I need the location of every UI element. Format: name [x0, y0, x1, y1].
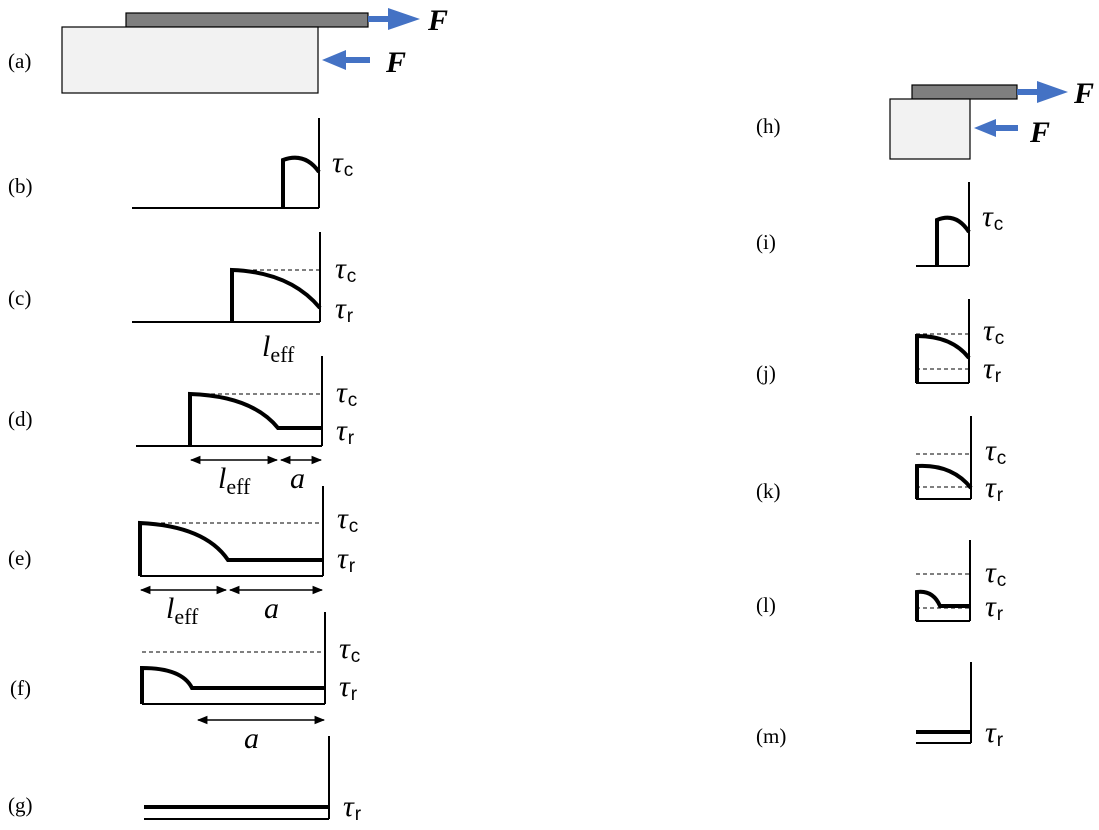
tau-c-label-f: τc: [339, 632, 360, 667]
panel-label-i: (i): [756, 230, 776, 254]
a-label-f: a: [244, 722, 259, 755]
matrix-block-h: [889, 98, 971, 160]
panel-label-f: (f): [10, 676, 31, 700]
tau-r-label-l: τr: [985, 590, 1004, 625]
shear-profile-j: [915, 333, 971, 383]
shear-profile-i: [935, 215, 971, 266]
tau-c-label-k: τc: [985, 434, 1006, 469]
panel-i: (i) τc: [756, 182, 1003, 267]
panel-e: (e) τc τr leff a: [8, 486, 358, 629]
pull-force-arrow-h: [1017, 81, 1068, 103]
fiber-h: [911, 84, 1018, 100]
a-label-e: a: [264, 592, 279, 625]
panel-label-j: (j): [756, 361, 776, 385]
panel-l: (l) τc τr: [756, 540, 1006, 625]
tau-r-label-k: τr: [985, 471, 1004, 506]
panel-d: (d) τc τr leff a: [8, 356, 357, 499]
tau-r-label-g: τr: [343, 790, 362, 825]
matrix-block-a: [61, 26, 319, 94]
tau-c-label-b: τc: [332, 146, 353, 181]
reaction-force-label-a: F: [385, 46, 406, 79]
panel-label-k: (k): [756, 479, 781, 503]
panel-c: (c) τc τr leff: [8, 232, 356, 367]
shear-profile-b: [281, 155, 321, 208]
panel-label-l: (l): [756, 593, 776, 617]
tau-r-label-d: τr: [336, 414, 355, 449]
reaction-force-label-h: F: [1029, 116, 1050, 149]
tau-c-label-e: τc: [337, 502, 358, 537]
panel-m: (m) τr: [756, 662, 1004, 751]
a-label-d: a: [290, 462, 305, 495]
panel-b: (b) τc: [8, 118, 353, 209]
pull-force-label-a: F: [427, 4, 448, 37]
tau-r-label-e: τr: [337, 542, 356, 577]
panel-j: (j) τc τr: [756, 299, 1004, 387]
panel-label-a: (a): [8, 49, 31, 73]
pull-force-arrow-a: [368, 8, 420, 30]
tau-r-label-c: τr: [335, 292, 354, 327]
reaction-force-arrow-h: [974, 119, 1018, 137]
l-eff-label-c: leff: [262, 330, 295, 367]
fiber-a: [125, 12, 369, 28]
panel-label-c: (c): [8, 286, 31, 310]
panel-h: (h) F F: [756, 77, 1094, 160]
panel-a: (a) F F: [8, 4, 448, 94]
shear-profile-l: [915, 589, 970, 621]
panel-k: (k) τc τr: [756, 416, 1006, 506]
l-eff-label-e: leff: [166, 592, 199, 629]
shear-profile-c: [230, 267, 322, 322]
panel-label-e: (e): [8, 546, 31, 570]
l-eff-label-d: leff: [218, 462, 251, 499]
panel-g: (g) τr: [8, 736, 362, 825]
pull-force-label-h: F: [1073, 77, 1094, 110]
tau-c-label-c: τc: [335, 252, 356, 287]
tau-c-label-d: τc: [336, 376, 357, 411]
reaction-force-arrow-a: [322, 50, 370, 70]
tau-r-label-m: τr: [985, 716, 1004, 751]
shear-profile-f: [140, 665, 325, 704]
tau-c-label-j: τc: [983, 314, 1004, 349]
panel-label-d: (d): [8, 407, 33, 431]
tau-r-label-f: τr: [339, 670, 358, 705]
tau-r-label-j: τr: [983, 352, 1002, 387]
panel-label-m: (m): [756, 724, 786, 748]
panel-label-g: (g): [8, 793, 33, 817]
tau-c-label-l: τc: [985, 556, 1006, 591]
shear-profile-e: [138, 520, 323, 576]
tau-c-label-i: τc: [982, 200, 1003, 235]
shear-profile-d: [188, 391, 322, 446]
panel-label-b: (b): [8, 174, 33, 198]
panel-f: (f) τc τr a: [10, 612, 360, 755]
panel-label-h: (h): [756, 114, 781, 138]
shear-profile-k: [915, 463, 973, 499]
